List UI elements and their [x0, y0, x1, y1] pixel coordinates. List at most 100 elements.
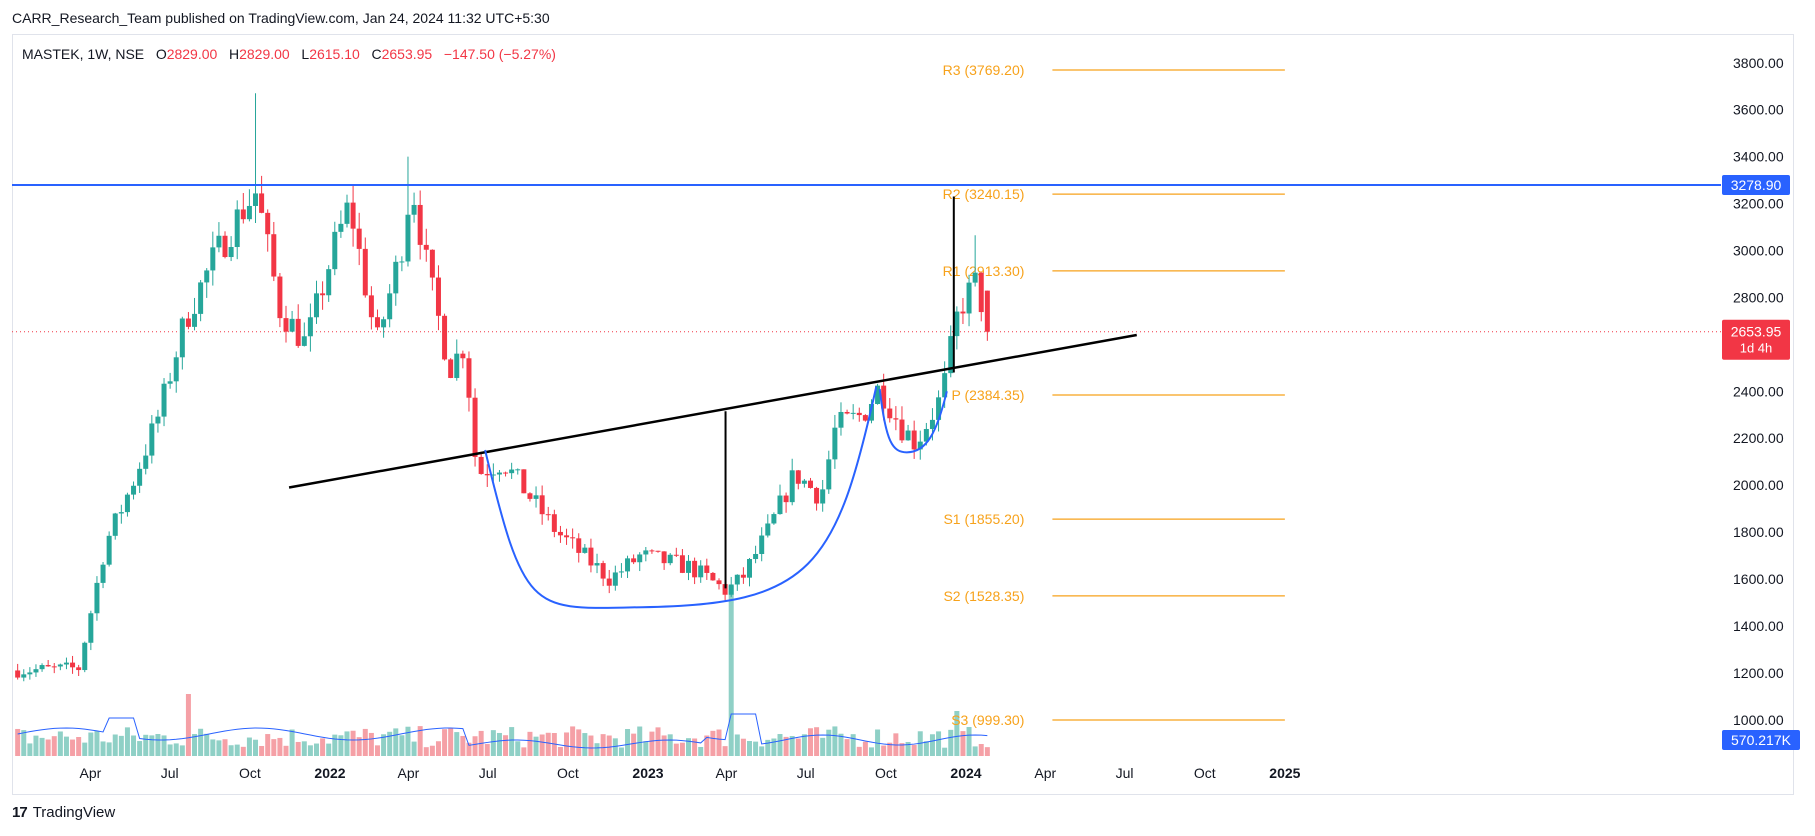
volume-bar	[649, 731, 655, 756]
candle-body	[612, 572, 618, 586]
volume-bar	[795, 738, 801, 756]
open-value: 2829.00	[166, 46, 218, 62]
price-tick-label: 1000.00	[1733, 712, 1784, 728]
pivot-levels-layer: R3 (3769.20) R2 (3240.15) R1 (2913.30) P (2…	[943, 62, 1285, 728]
volume-bar	[698, 746, 704, 756]
high-label: H	[228, 46, 240, 62]
time-tick-label: Oct	[875, 765, 897, 781]
volume-bar	[929, 734, 935, 756]
chart-frame	[12, 34, 1794, 795]
candle-body	[326, 269, 332, 296]
ohlc-legend: MASTEK, 1W, NSE O2829.00 H2829.00 L2615.…	[22, 46, 556, 62]
candle-body	[686, 560, 692, 573]
candle-body	[862, 415, 868, 421]
candle-body	[588, 547, 594, 566]
time-tick-label: Oct	[557, 765, 579, 781]
candle-body	[850, 412, 856, 414]
volume-bar	[259, 745, 265, 756]
candle-body	[381, 319, 387, 328]
price-tick-label: 1800.00	[1733, 524, 1784, 540]
candle-body	[936, 397, 942, 420]
volume-bar	[521, 747, 527, 756]
candle-body	[722, 584, 728, 595]
time-tick-label: Jul	[1116, 765, 1134, 781]
candle-body	[393, 261, 399, 294]
candle-body	[875, 385, 881, 404]
candle-body	[814, 487, 820, 504]
candle-body	[557, 531, 563, 536]
volume-bar	[503, 735, 509, 756]
volume-bar	[393, 728, 399, 756]
volume-ma-line	[17, 713, 988, 749]
footer-brand[interactable]: 17 TradingView	[12, 804, 115, 821]
candle-body	[228, 247, 234, 258]
volume-bar	[246, 737, 252, 756]
candle-body	[222, 235, 228, 258]
candle-body	[667, 554, 673, 564]
candle-body	[539, 495, 545, 515]
price-tick-label: 2400.00	[1733, 383, 1784, 399]
neckline-trendline[interactable]	[288, 333, 1137, 489]
change-value: −147.50 (−5.27%)	[443, 46, 556, 62]
volume-bar	[887, 742, 893, 756]
volume-bar	[131, 735, 137, 756]
candle-body	[423, 244, 429, 250]
volume-bar	[686, 738, 692, 756]
candle-body	[448, 359, 454, 378]
candle-body	[954, 311, 960, 337]
cup-curve[interactable]	[484, 386, 878, 609]
candle-body	[576, 538, 582, 553]
volume-bar	[277, 737, 283, 756]
volume-bar	[88, 732, 94, 756]
candle-body	[57, 664, 63, 667]
candle-body	[307, 317, 313, 337]
candle-body	[661, 551, 667, 564]
candle-body	[21, 674, 27, 678]
time-tick-label: 2024	[950, 765, 981, 781]
candle-body	[655, 550, 661, 552]
volume-bar	[313, 743, 319, 756]
candle-body	[313, 293, 319, 318]
volume-bar	[161, 735, 167, 756]
candle-body	[350, 202, 356, 229]
symbol-label[interactable]: MASTEK, 1W, NSE	[22, 46, 145, 62]
volume-bar	[21, 730, 27, 756]
candle-body	[94, 582, 100, 614]
tradingview-logo-icon: 17	[12, 804, 28, 821]
price-tick-label: 1200.00	[1733, 665, 1784, 681]
candle-body	[728, 584, 734, 595]
volume-bar	[216, 740, 222, 756]
candle-body	[15, 670, 21, 678]
candle-body	[405, 214, 411, 262]
candle-body	[618, 571, 624, 573]
candle-body	[362, 248, 368, 296]
volume-bar	[954, 711, 960, 756]
volume-bar	[759, 746, 765, 756]
volume-bar	[533, 736, 539, 756]
resistance-price-badge	[1722, 175, 1790, 196]
volume-bar	[198, 728, 204, 756]
price-tick-label: 2000.00	[1733, 477, 1784, 493]
volume-bar	[661, 735, 667, 756]
candle-body	[881, 385, 887, 409]
volume-bar	[771, 738, 777, 756]
volume-bar	[966, 727, 972, 756]
candle-body	[631, 558, 637, 563]
candle-body	[740, 574, 746, 578]
candle-body	[942, 373, 948, 398]
volume-bar	[923, 741, 929, 756]
volume-bar	[862, 741, 868, 756]
volume-bar	[783, 736, 789, 756]
volume-bar	[460, 735, 466, 756]
candle-body	[460, 353, 466, 359]
handle-curve[interactable]	[878, 388, 948, 454]
candle-body	[338, 223, 344, 232]
price-tick-label: 3600.00	[1733, 102, 1784, 118]
volume-bar	[753, 741, 759, 756]
candle-body	[155, 416, 161, 424]
last-price-badge	[1722, 319, 1790, 360]
price-tick-label: 2200.00	[1733, 430, 1784, 446]
pivot-level-label: S2 (1528.35)	[943, 588, 1024, 604]
volume-bar	[356, 737, 362, 756]
